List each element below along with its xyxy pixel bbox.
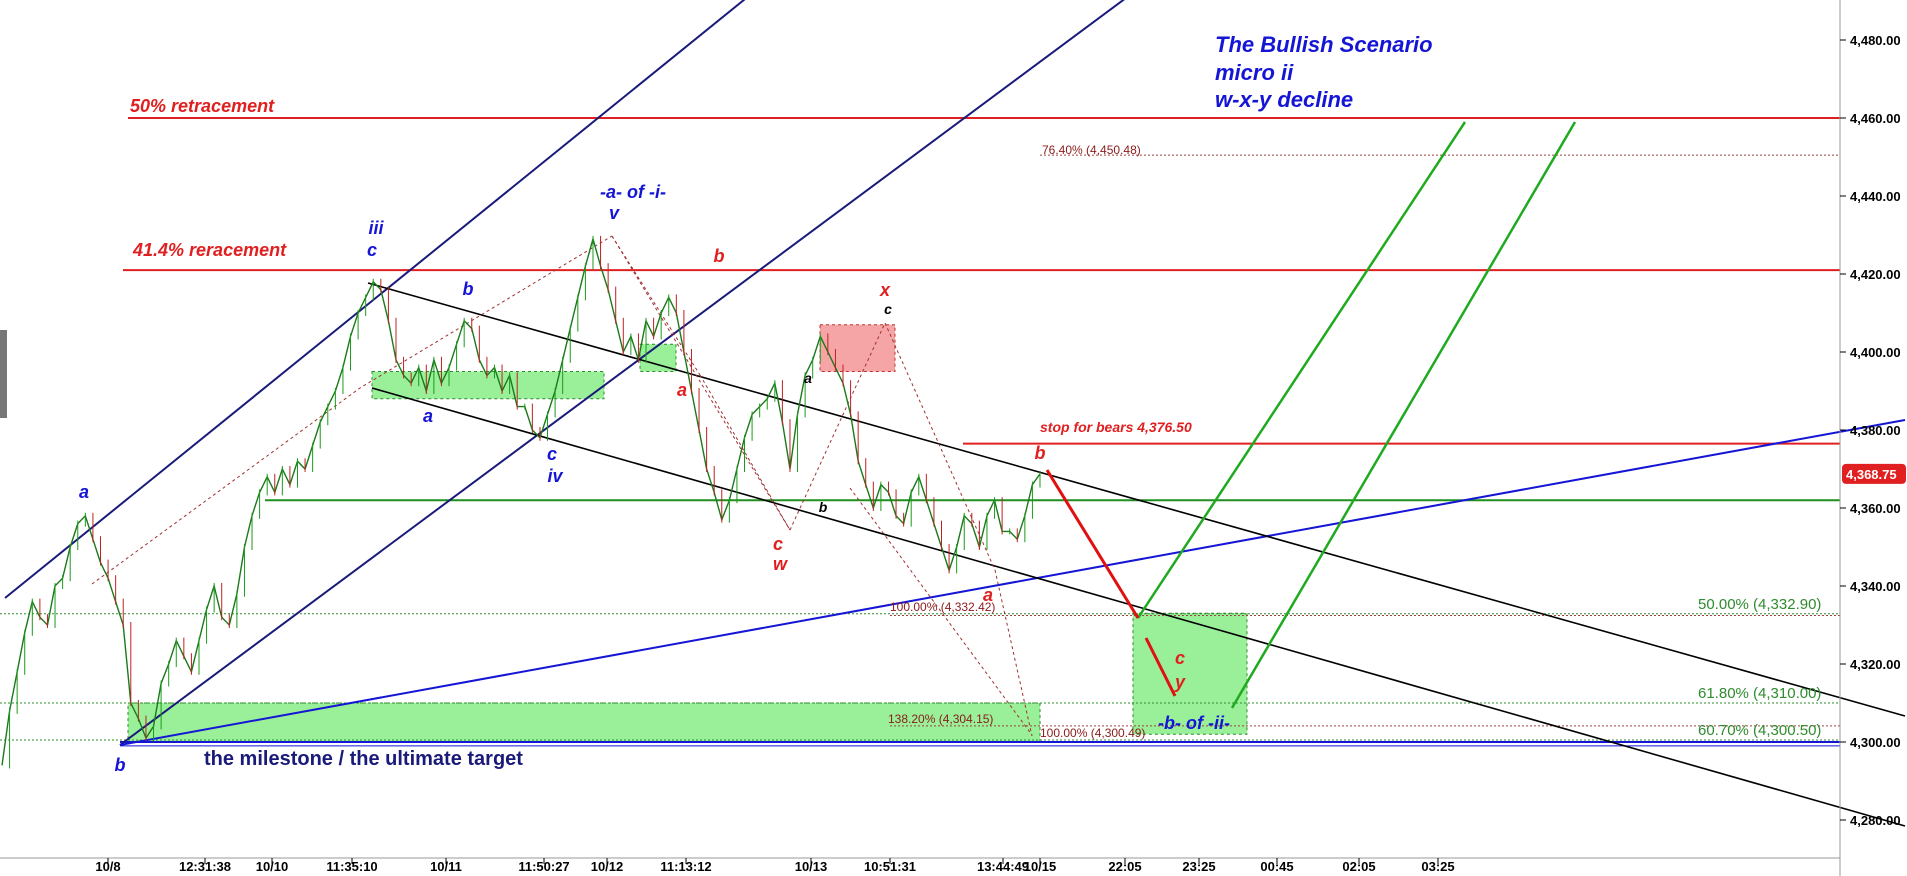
wave-label: b bbox=[1035, 443, 1046, 463]
target-zone-milestone bbox=[127, 702, 1041, 743]
zone-layer bbox=[127, 324, 1248, 743]
wave-label: iv bbox=[547, 466, 563, 486]
y-tick-label: 4,460.00 bbox=[1850, 111, 1901, 126]
wave-note: -b- of -ii- bbox=[1158, 713, 1230, 733]
channel-line bbox=[367, 282, 1906, 717]
x-tick-label: 11:13:12 bbox=[660, 859, 711, 874]
projection-line bbox=[1230, 121, 1577, 709]
wave-connector-line bbox=[91, 235, 613, 585]
y-tick-label: 4,340.00 bbox=[1850, 579, 1901, 594]
wave-note: -a- of -i- bbox=[600, 182, 666, 202]
level-label: stop for bears 4,376.50 bbox=[1040, 419, 1192, 435]
text-layer: The Bullish Scenario micro iiw-x-y declin… bbox=[79, 32, 1821, 775]
y-tick-label: 4,360.00 bbox=[1850, 501, 1901, 516]
wave-label: a bbox=[79, 482, 89, 502]
y-tick-label: 4,280.00 bbox=[1850, 813, 1901, 828]
level-label: 41.4% reracement bbox=[132, 240, 287, 260]
wave-connector-line bbox=[994, 569, 1033, 737]
x-tick-label: 13:44:49 bbox=[977, 859, 1029, 874]
x-tick-label: 03:25 bbox=[1421, 859, 1454, 874]
x-tick-label: 10/12 bbox=[591, 859, 624, 874]
x-tick-label: 23:25 bbox=[1182, 859, 1215, 874]
wave-label: c bbox=[1175, 648, 1185, 668]
x-tick-label: 10/11 bbox=[430, 859, 462, 874]
wave-label: c bbox=[773, 534, 783, 554]
milestone-note: the milestone / the ultimate target bbox=[204, 748, 523, 770]
y-tick-label: 4,420.00 bbox=[1850, 267, 1901, 282]
channel-line bbox=[371, 387, 1906, 827]
price-series-line bbox=[1, 236, 1041, 766]
wave-label: x bbox=[879, 280, 891, 300]
wave-label: w bbox=[773, 554, 788, 574]
projected-path-line bbox=[1144, 637, 1177, 697]
wave-label: b bbox=[714, 246, 725, 266]
chart-subtitle: micro ii bbox=[1215, 60, 1294, 85]
fib-label: 61.80% (4,310.00) bbox=[1698, 685, 1821, 702]
x-tick-label: 00:45 bbox=[1260, 859, 1293, 874]
x-tick-label: 11:35:10 bbox=[326, 859, 377, 874]
wave-label: iii bbox=[368, 218, 384, 238]
y-tick-label: 4,380.00 bbox=[1850, 423, 1901, 438]
wave-label: a bbox=[983, 585, 993, 605]
wave-connector-line bbox=[611, 235, 791, 531]
y-tick-label: 4,440.00 bbox=[1850, 189, 1901, 204]
wave-label: b bbox=[819, 499, 828, 515]
channel-line bbox=[119, 419, 1906, 746]
wave-connector-line bbox=[789, 322, 886, 531]
line-layer bbox=[0, 0, 1906, 827]
level-label: 50% retracement bbox=[130, 96, 275, 116]
wave-label: a bbox=[804, 370, 812, 386]
wave-label: b bbox=[115, 755, 126, 775]
consolidation-zone-a bbox=[371, 371, 605, 400]
y-tick-label: 4,480.00 bbox=[1850, 33, 1901, 48]
resistance-zone-x bbox=[819, 324, 896, 373]
chart-subtitle: w-x-y decline bbox=[1215, 87, 1353, 112]
y-tick-label: 4,320.00 bbox=[1850, 657, 1901, 672]
fib-label: 138.20% (4,304.15) bbox=[888, 712, 993, 726]
wave-label: c bbox=[884, 301, 892, 317]
wave-label: b bbox=[463, 279, 474, 299]
wave-label: y bbox=[1174, 672, 1186, 692]
x-tick-label: 10/8 bbox=[95, 859, 120, 874]
wave-label: c bbox=[547, 444, 557, 464]
x-tick-label: 10/13 bbox=[795, 859, 828, 874]
price-layer bbox=[1, 235, 1041, 769]
chart-title: The Bullish Scenario bbox=[1215, 32, 1433, 57]
projection-line bbox=[1136, 121, 1467, 619]
last-price-badge bbox=[1842, 463, 1906, 484]
channel-line bbox=[119, 0, 1125, 746]
x-tick-label: 02:05 bbox=[1342, 859, 1375, 874]
last-price-label: 4,368.75 bbox=[1846, 467, 1897, 482]
fib-label: 100.00% (4,300.49) bbox=[1040, 726, 1145, 740]
x-tick-label: 10:51:31 bbox=[864, 859, 916, 874]
y-tick-label: 4,300.00 bbox=[1850, 735, 1901, 750]
side-tab[interactable] bbox=[0, 330, 7, 418]
x-tick-label: 10/10 bbox=[256, 859, 289, 874]
x-tick-label: 12:31:38 bbox=[179, 859, 231, 874]
target-zone-b-of-ii bbox=[1132, 612, 1248, 735]
x-tick-label: 22:05 bbox=[1108, 859, 1141, 874]
wave-label: v bbox=[609, 203, 620, 223]
projected-path-line bbox=[1045, 469, 1140, 619]
fib-label: 76.40% (4,450.48) bbox=[1042, 143, 1141, 157]
x-tick-label: 11:50:27 bbox=[518, 859, 569, 874]
channel-line bbox=[4, 0, 746, 599]
y-tick-label: 4,400.00 bbox=[1850, 345, 1901, 360]
wave-label: a bbox=[677, 380, 687, 400]
x-tick-label: 10/15 bbox=[1024, 859, 1057, 874]
wave-label: a bbox=[423, 406, 433, 426]
wave-label: c bbox=[367, 240, 377, 260]
fib-label: 60.70% (4,300.50) bbox=[1698, 722, 1821, 739]
consolidation-zone-b bbox=[639, 343, 677, 373]
fib-label: 50.00% (4,332.90) bbox=[1698, 596, 1821, 613]
fib-label: 100.00% (4,332.42) bbox=[890, 600, 995, 614]
wave-connector-line bbox=[884, 322, 996, 571]
